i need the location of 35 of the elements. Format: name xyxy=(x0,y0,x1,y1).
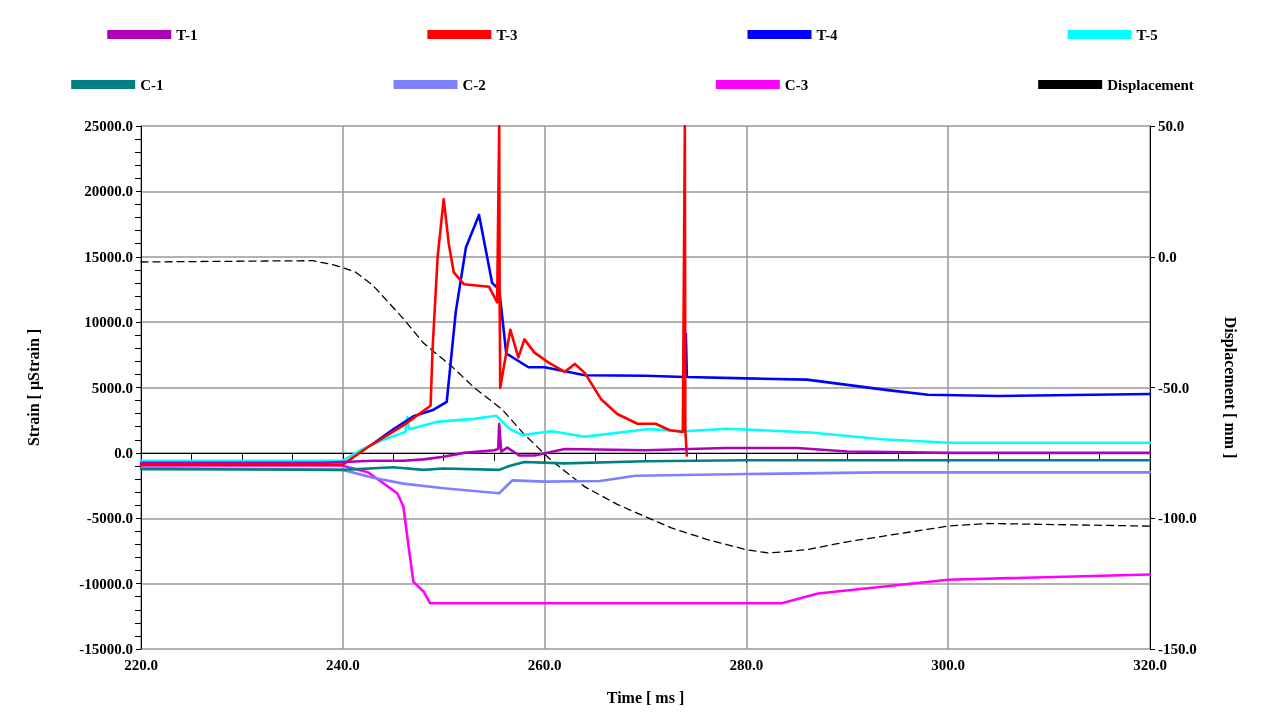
x-tick-label: 240.0 xyxy=(325,656,360,673)
y-tick-label: 20000.0 xyxy=(84,183,133,200)
x-axis-title: Time [ ms ] xyxy=(606,688,685,706)
line-series xyxy=(139,422,1152,464)
y-tick-label: 25000.0 xyxy=(84,118,133,134)
legend-label: C-3 xyxy=(784,76,809,93)
line-series xyxy=(139,458,1152,472)
x-tick-label: 300.0 xyxy=(931,656,966,673)
y-tick-label: 15000.0 xyxy=(84,248,133,265)
legend-label: C-1 xyxy=(140,76,164,93)
y2-tick-label: -50.0 xyxy=(1158,379,1190,396)
x-tick-label: 220.0 xyxy=(124,656,158,673)
y2-tick-label: -100.0 xyxy=(1158,510,1197,527)
x-tick-label: 320.0 xyxy=(1133,656,1167,673)
legend-label: T-4 xyxy=(816,26,839,43)
x-tick-label: 260.0 xyxy=(527,656,562,673)
legend-label: T-5 xyxy=(1136,26,1158,43)
y-tick-label: -15000.0 xyxy=(79,641,133,657)
legend-label: C-2 xyxy=(462,76,486,93)
line-series xyxy=(139,414,1152,463)
y-tick-label: 5000.0 xyxy=(91,379,133,396)
y2-axis-title: Displacement [ mm ] xyxy=(1220,316,1239,459)
y-axis-title: Strain [ µStrain ] xyxy=(24,328,43,447)
legend-label: T-3 xyxy=(496,26,518,43)
y-tick-label: 0.0 xyxy=(114,444,133,461)
x-tick-label: 280.0 xyxy=(729,656,764,673)
legend-label: T-1 xyxy=(176,26,198,43)
y-tick-label: -10000.0 xyxy=(79,575,133,592)
y2-tick-label: -150.0 xyxy=(1158,641,1197,657)
y2-tick-label: 0.0 xyxy=(1158,248,1177,265)
y2-tick-label: 50.0 xyxy=(1158,118,1185,134)
y-tick-label: -5000.0 xyxy=(86,510,133,527)
y-tick-label: 10000.0 xyxy=(84,314,133,331)
legend-label: Displacement xyxy=(1107,76,1194,93)
line-series xyxy=(139,124,689,466)
